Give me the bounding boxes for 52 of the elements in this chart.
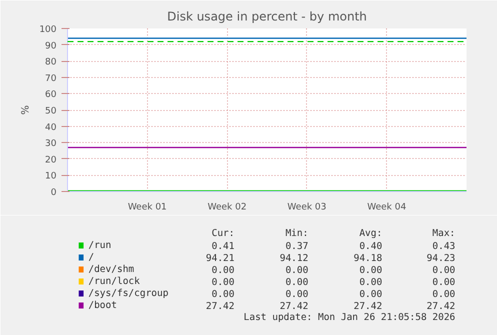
y-tick-label: 100	[39, 25, 57, 35]
y-tick-label: 20	[45, 155, 57, 166]
text: 0.00	[359, 277, 382, 288]
y-tick-label: 80	[45, 58, 57, 68]
y-tick-label: 70	[45, 74, 57, 84]
text: Avg:	[359, 228, 382, 239]
text: 0.00	[432, 289, 456, 300]
text: 94.21	[206, 253, 235, 264]
text: 27.42	[426, 301, 456, 312]
legend-label: /	[88, 252, 94, 263]
x-tick-label: Week 02	[208, 202, 247, 212]
x-tick-label: Week 01	[128, 202, 167, 212]
text: 94.23	[426, 253, 456, 264]
y-tick-label: 40	[45, 122, 57, 133]
text: 0.43	[432, 241, 456, 252]
text: 0.00	[359, 265, 382, 276]
y-tick-label: 60	[45, 90, 57, 100]
text: 27.42	[206, 301, 234, 312]
text: 0.00	[212, 289, 235, 300]
text: 94.12	[280, 253, 308, 264]
x-tick-label: Week 04	[367, 202, 406, 212]
text: 0.00	[285, 289, 309, 300]
text: Cur:	[212, 228, 234, 239]
legend-label: /dev/shm	[88, 264, 134, 275]
legend-label: /boot	[88, 300, 117, 311]
text: 27.42	[354, 301, 382, 312]
legend-label: /sys/fs/cgroup	[88, 288, 169, 299]
y-tick-label: 10	[45, 172, 57, 182]
legend-label: /run/lock	[88, 276, 140, 287]
legend-label: /run	[88, 240, 112, 251]
text: 0.37	[285, 241, 308, 252]
text: 0.41	[212, 241, 235, 252]
text: Max:	[432, 228, 456, 239]
text: 0.00	[212, 277, 235, 288]
text: 0.00	[432, 265, 456, 276]
text: 0.40	[359, 241, 382, 252]
chart-title: Disk usage in percent - by month	[167, 10, 367, 24]
text: 0.00	[359, 289, 382, 300]
y-tick-label: 0	[50, 188, 57, 198]
text: 0.00	[285, 277, 309, 288]
y-axis-title: %	[20, 105, 32, 115]
y-tick-label: 50	[45, 106, 57, 116]
y-tick-label: 30	[45, 139, 57, 150]
text: 27.42	[280, 301, 308, 312]
text: Min:	[285, 228, 308, 239]
text: 0.00	[285, 265, 309, 276]
text: 0.00	[432, 277, 456, 288]
text: Last update: Mon Jan 26 21:05:58 2026	[244, 312, 456, 323]
text: 94.18	[354, 253, 382, 264]
y-tick-label: 90	[45, 41, 57, 52]
x-tick-label: Week 03	[287, 202, 326, 212]
text: 0.00	[212, 265, 235, 276]
